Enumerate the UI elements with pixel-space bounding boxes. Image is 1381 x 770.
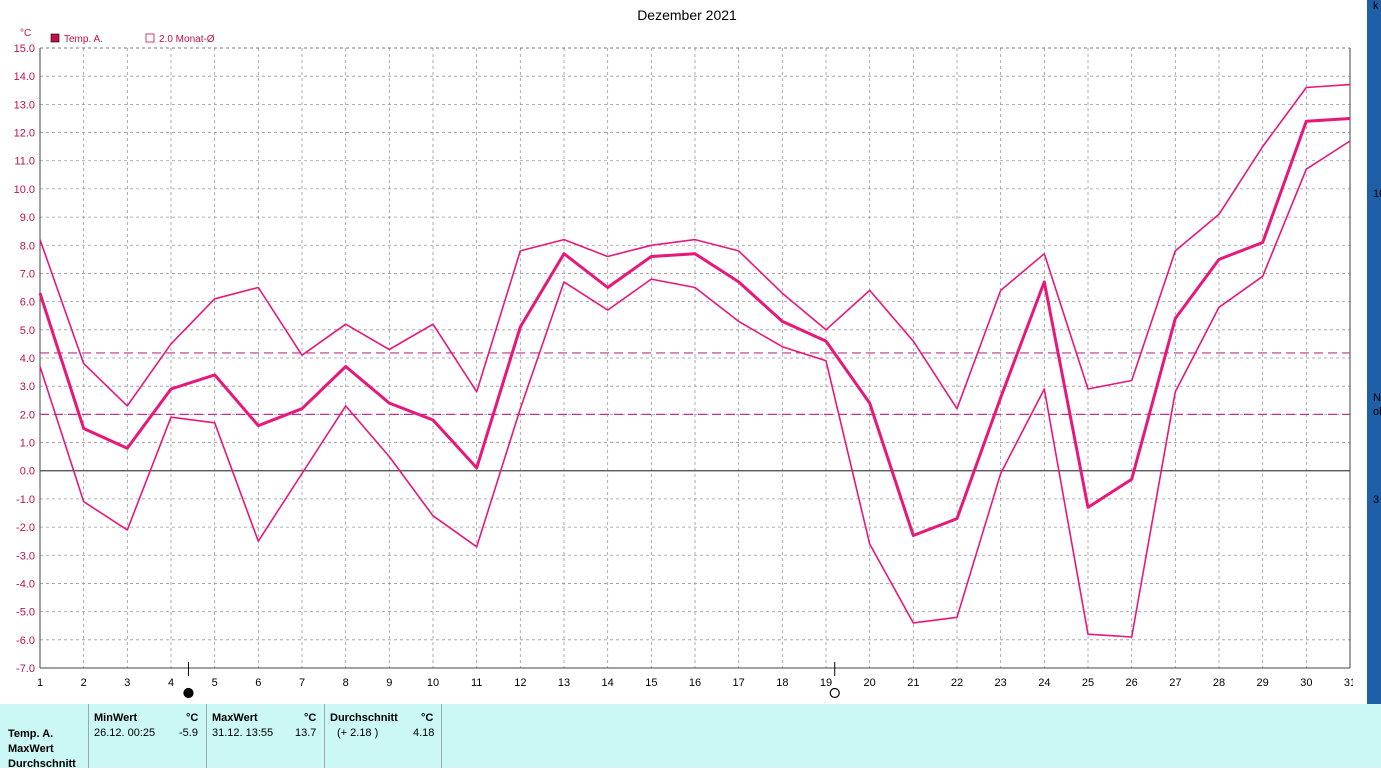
y-tick-label: 0.0 (20, 466, 35, 478)
side-fragment: 3 (1373, 494, 1380, 506)
x-tick-label: 19 (820, 677, 832, 689)
x-tick-label: 22 (951, 677, 963, 689)
series-line-max (39, 83, 1351, 410)
reference-lines (40, 352, 1350, 415)
stats-max-header: MaxWert (212, 712, 258, 724)
x-tick-label: 1 (37, 677, 43, 689)
x-tick-label: 30 (1300, 677, 1312, 689)
y-tick-label: -1.0 (16, 494, 35, 506)
stats-row-label: Temp. A. (8, 728, 54, 740)
x-tick-label: 11 (471, 677, 482, 689)
stats-row-label: Durchschnitt (8, 758, 76, 770)
y-tick-label: 4.0 (20, 353, 35, 365)
x-tick-label: 20 (864, 677, 876, 689)
series-line-min (39, 140, 1351, 638)
x-tick-label: 8 (343, 677, 349, 689)
stats-min-header: MinWert (94, 712, 138, 724)
y-axis-unit: °C (20, 28, 31, 39)
legend-label-temp: Temp. A. (64, 34, 103, 45)
y-tick-label: -3.0 (16, 550, 35, 562)
legend-label-average: 2.0 Monat-Ø (159, 34, 215, 45)
stats-avg-column: Durchschnitt °C (+ 2.18 ) 4.18 (324, 704, 442, 768)
temperature-chart: Dezember 2021 °C Temp. A. 2.0 Monat-Ø 15… (14, 7, 1353, 699)
desktop-background-strip (1353, 0, 1381, 704)
x-tick-label: 9 (386, 677, 392, 689)
side-fragment: k (1373, 0, 1379, 12)
x-tick-label: 13 (558, 677, 570, 689)
stats-max-column: MaxWert °C 31.12. 13:55 13.7 (206, 704, 324, 768)
stats-row-label: MaxWert (8, 743, 54, 755)
y-tick-label: 10.0 (14, 184, 35, 196)
x-tick-label: 2 (81, 677, 87, 689)
legend-swatch-average (145, 33, 155, 43)
x-tick-label: 16 (689, 677, 701, 689)
moon-phase-markers (183, 662, 840, 699)
x-tick-label: 29 (1257, 677, 1269, 689)
x-tick-label: 5 (212, 677, 218, 689)
y-tick-label: 7.0 (20, 268, 35, 280)
side-fragment: 10 (1373, 188, 1381, 200)
stats-avg-value: 4.18 (413, 727, 435, 739)
series-lines (38, 83, 1351, 638)
x-tick-label: 28 (1213, 677, 1225, 689)
y-axis-labels: 15.0 14.0 13.0 12.0 11.0 10.0 9.0 8.0 7.0 6.0 5.0 4… (14, 43, 35, 675)
grid (39, 47, 1351, 669)
x-tick-label: 3 (124, 677, 130, 689)
y-tick-label: 3.0 (20, 381, 35, 393)
stats-min-unit: °C (186, 712, 199, 724)
stats-min-column: MinWert °C 26.12. 00:25 -5.9 (88, 704, 206, 768)
full-moon-icon (829, 687, 840, 699)
x-tick-label: 17 (733, 677, 745, 689)
y-tick-label: -2.0 (16, 522, 35, 534)
side-fragment: Ne (1373, 392, 1381, 404)
y-tick-label: -5.0 (16, 607, 35, 619)
stats-min-value: -5.9 (179, 727, 198, 739)
new-moon-icon (183, 687, 194, 699)
y-tick-label: 9.0 (20, 212, 35, 224)
x-axis-labels: 1 2 3 4 5 6 7 8 9 10 11 12 13 14 15 16 17 18 19 20 21 22 23 24 2… (37, 677, 1353, 689)
stats-min-time: 26.12. 00:25 (94, 727, 156, 739)
stats-avg-diff: (+ 2.18 ) (337, 727, 379, 739)
x-tick-label: 6 (255, 677, 261, 689)
x-tick-label: 27 (1169, 677, 1181, 689)
y-tick-label: -6.0 (16, 635, 35, 647)
x-tick-label: 12 (514, 677, 526, 689)
y-tick-label: 13.0 (14, 99, 35, 111)
series-line-mean (38, 117, 1351, 537)
legend-swatch-temp (50, 33, 60, 43)
x-tick-label: 14 (602, 677, 614, 689)
stats-max-time: 31.12. 13:55 (212, 727, 274, 739)
x-tick-label: 15 (645, 677, 657, 689)
x-tick-label: 25 (1082, 677, 1094, 689)
x-tick-label: 4 (168, 677, 174, 689)
y-tick-label: -7.0 (16, 663, 35, 675)
y-tick-label: 5.0 (20, 325, 35, 337)
x-tick-label: 23 (995, 677, 1007, 689)
statistics-panel: Temp. A. MaxWert Durchschnitt MinWert °C… (0, 704, 1381, 770)
y-tick-label: 2.0 (20, 409, 35, 421)
chart-title: Dezember 2021 (637, 7, 737, 23)
y-tick-label: 6.0 (20, 297, 35, 309)
stats-avg-header: Durchschnitt (330, 712, 398, 724)
x-tick-label: 7 (299, 677, 305, 689)
stats-avg-unit: °C (421, 712, 434, 724)
side-fragment: ol (1373, 406, 1381, 418)
x-tick-label: 18 (776, 677, 788, 689)
y-tick-label: 8.0 (20, 240, 35, 252)
x-tick-label: 31 (1344, 677, 1353, 689)
y-tick-label: 1.0 (20, 438, 35, 450)
x-tick-label: 24 (1038, 677, 1050, 689)
stats-max-value: 13.7 (295, 727, 317, 739)
y-tick-label: 11.0 (14, 156, 35, 168)
x-tick-label: 26 (1126, 677, 1138, 689)
y-tick-label: -4.0 (16, 578, 35, 590)
stats-max-unit: °C (304, 712, 317, 724)
y-tick-label: 14.0 (14, 71, 35, 83)
y-tick-label: 12.0 (14, 128, 35, 140)
y-tick-label: 15.0 (14, 43, 35, 55)
x-tick-label: 21 (907, 677, 919, 689)
x-tick-label: 10 (427, 677, 439, 689)
